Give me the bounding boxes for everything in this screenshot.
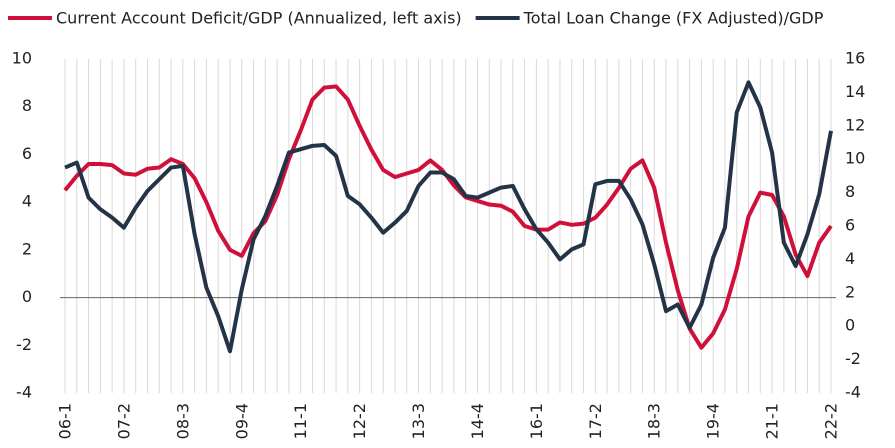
y-tick-label: 8 <box>22 96 32 115</box>
y2-tick-label: 14 <box>845 82 865 101</box>
y2-tick-label: 10 <box>845 149 865 168</box>
y2-tick-label: 16 <box>845 49 865 68</box>
x-tick-label: 08-3 <box>173 403 192 439</box>
legend-label: Current Account Deficit/GDP (Annualized,… <box>56 9 462 28</box>
x-tick-label: 13-3 <box>409 403 428 439</box>
x-tick-label: 14-4 <box>468 403 487 439</box>
y2-tick-label: 4 <box>845 249 855 268</box>
y-tick-label: 0 <box>22 287 32 306</box>
y2-tick-label: -4 <box>845 383 861 402</box>
x-tick-label: 07-2 <box>114 403 133 439</box>
x-tick-label: 16-1 <box>527 403 546 439</box>
y2-tick-label: 8 <box>845 182 855 201</box>
x-tick-label: 06-1 <box>56 403 75 439</box>
y-tick-label: -4 <box>16 383 32 402</box>
x-tick-label: 09-4 <box>232 403 251 439</box>
y2-tick-label: 2 <box>845 282 855 301</box>
y-tick-label: 10 <box>12 49 32 68</box>
x-tick-label: 17-2 <box>586 403 605 439</box>
y2-tick-label: 6 <box>845 216 855 235</box>
y2-tick-label: 12 <box>845 115 865 134</box>
x-tick-label: 21-1 <box>763 403 782 439</box>
y2-tick-label: 0 <box>845 316 855 335</box>
x-tick-label: 12-2 <box>350 403 369 439</box>
y-tick-label: -2 <box>16 335 32 354</box>
x-tick-label: 18-3 <box>645 403 664 439</box>
x-tick-label: 22-2 <box>822 403 841 439</box>
series-line <box>64 80 833 354</box>
series-line <box>63 84 833 350</box>
y2-tick-label: -2 <box>845 349 861 368</box>
legend-label: Total Loan Change (FX Adjusted)/GDP <box>523 9 824 28</box>
x-tick-label: 19-4 <box>704 403 723 439</box>
y-tick-label: 2 <box>22 239 32 258</box>
y-tick-label: 4 <box>22 192 32 211</box>
x-tick-label: 11-1 <box>291 403 310 439</box>
y-tick-label: 6 <box>22 144 32 163</box>
